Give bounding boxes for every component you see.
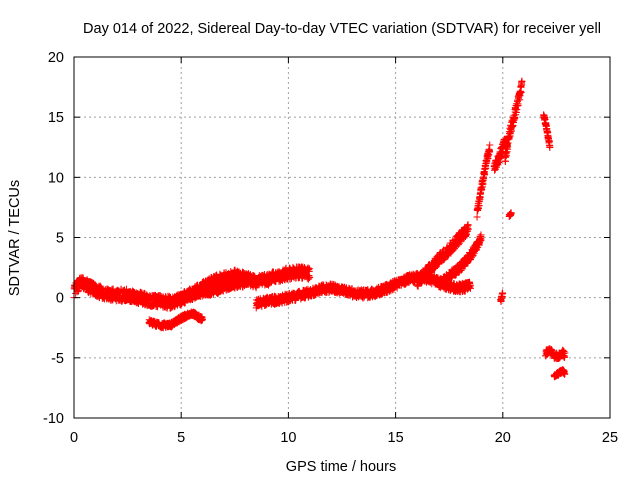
x-axis-label: GPS time / hours	[286, 459, 396, 475]
x-tick-label: 5	[177, 430, 185, 446]
x-tick-label: 0	[70, 430, 78, 446]
x-tick-label: 15	[388, 430, 404, 446]
x-tick-label: 20	[495, 430, 511, 446]
x-tick-labels: 0 5 10 15 20 25	[70, 430, 618, 446]
y-tick-label: -10	[43, 411, 64, 427]
grid-lines	[74, 57, 610, 418]
y-axis-label: SDTVAR / TECUs	[7, 180, 23, 296]
y-tick-label: 20	[48, 50, 64, 66]
y-tick-labels: -10 -5 0 5 10 15 20	[43, 50, 64, 427]
y-tick-label: -5	[51, 351, 64, 367]
x-tick-label: 10	[280, 430, 296, 446]
y-tick-label: 5	[56, 231, 64, 247]
data-point	[473, 213, 481, 221]
y-tick-label: 0	[56, 291, 64, 307]
data-point	[518, 77, 526, 85]
data-point	[486, 141, 494, 149]
y-tick-label: 15	[48, 110, 64, 126]
data-points	[70, 77, 569, 381]
chart-title: Day 014 of 2022, Sidereal Day-to-day VTE…	[83, 21, 601, 37]
x-tick-label: 25	[602, 430, 618, 446]
y-tick-label: 10	[48, 170, 64, 186]
